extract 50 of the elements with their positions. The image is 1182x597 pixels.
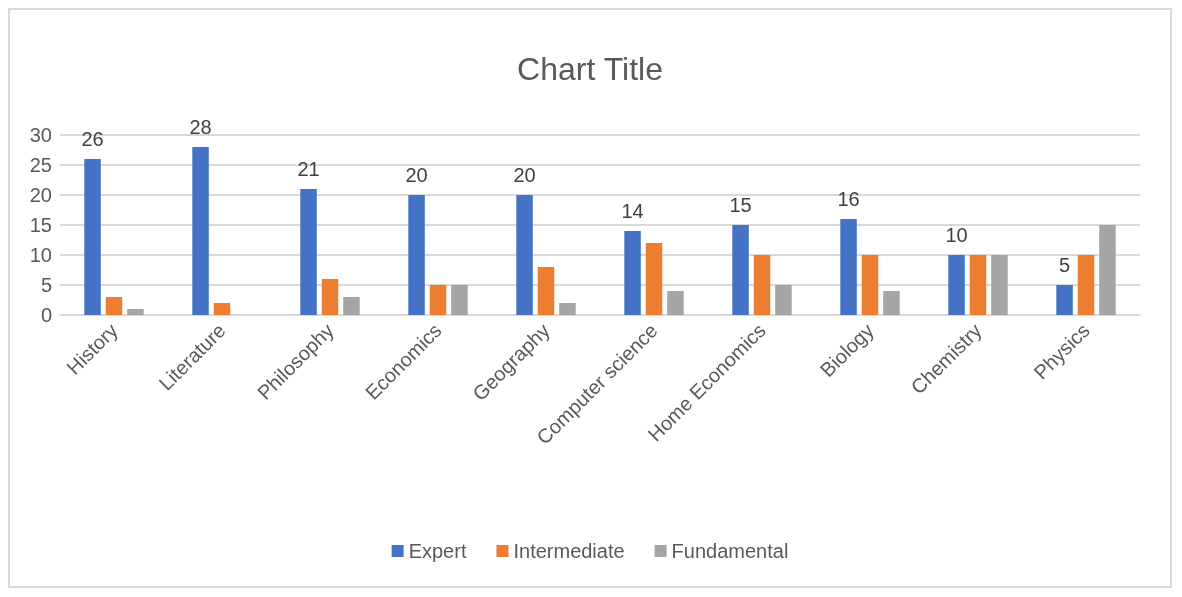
bar [1077,255,1095,315]
bar [732,225,749,315]
data-label: 5 [1058,254,1071,276]
bar [991,255,1008,315]
y-tick-label: 25 [29,154,52,176]
y-tick-label: 30 [29,124,52,146]
bar [559,303,576,315]
data-label: 15 [729,194,752,216]
bar [105,297,123,315]
bar [321,279,339,315]
data-label: 21 [297,158,320,180]
bar [753,255,771,315]
bar [969,255,987,315]
data-label: 16 [837,188,860,210]
y-tick-label: 10 [29,244,52,266]
bar [624,231,641,315]
bar [84,159,101,315]
y-tick-label: 15 [29,214,52,236]
legend-label: Intermediate [513,540,625,562]
bar [775,285,792,315]
y-tick-label: 0 [40,304,52,326]
data-label: 26 [81,128,104,150]
bar [861,255,879,315]
bar [1056,285,1073,315]
bar [516,195,533,315]
y-tick-label: 20 [29,184,52,206]
data-label: 14 [621,200,644,222]
y-tick-label: 5 [40,274,52,296]
legend-label: Expert [408,540,467,562]
chart-title: Chart Title [517,51,663,87]
bar [451,285,468,315]
bar [537,267,555,315]
bar [667,291,684,315]
bar [645,243,663,315]
bar [1099,225,1116,315]
bar [192,147,209,315]
bar [213,303,231,315]
legend-label: Fundamental [671,540,789,562]
data-label: 20 [405,164,428,186]
data-label: 10 [945,224,968,246]
data-label: 28 [189,116,212,138]
data-label: 20 [513,164,536,186]
bar [883,291,900,315]
bar [429,285,447,315]
bar [300,189,317,315]
bar [948,255,965,315]
bar [127,309,144,315]
bar [840,219,857,315]
bar [343,297,360,315]
bar [408,195,425,315]
